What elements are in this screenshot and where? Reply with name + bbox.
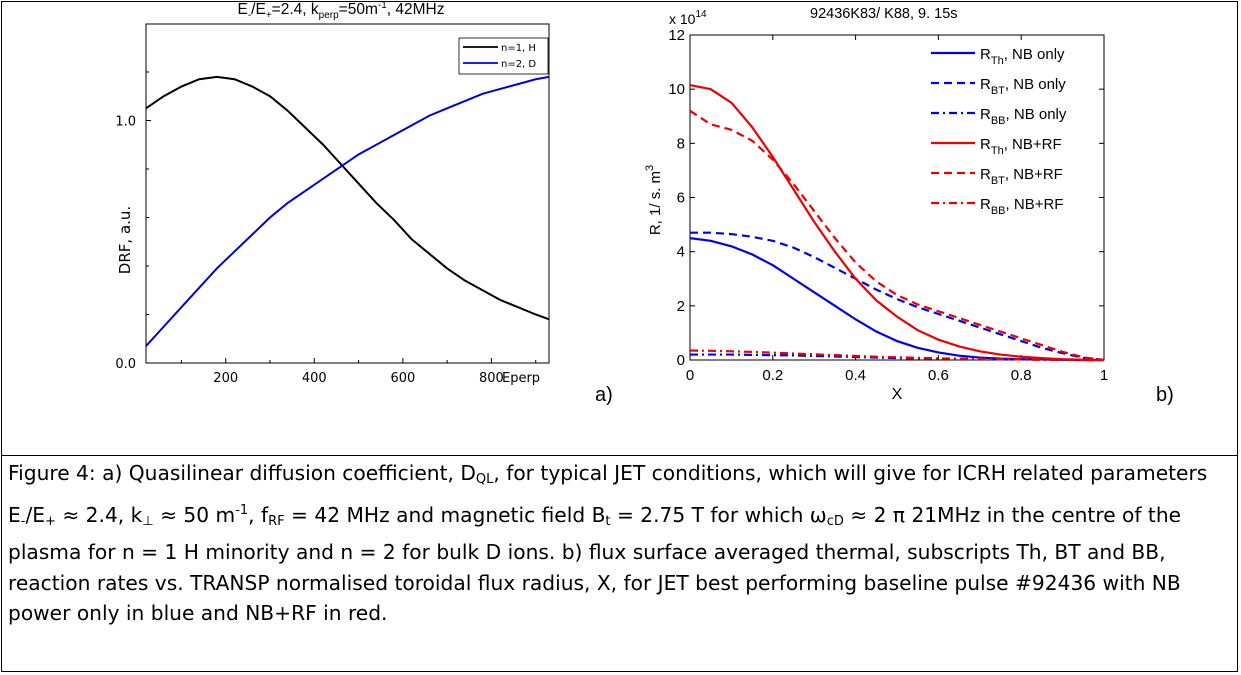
chart-a-title: E-/E+=2.4, kperp=50m-1, 42MHz [237, 0, 444, 21]
chart-b-legend-item: RTh, NB+RF [931, 136, 1062, 157]
chart-b-title: 92436K83/ K88, 9. 15s [810, 6, 958, 22]
chart-b-xtick-label: 0.4 [845, 367, 866, 384]
caption-sub: ⊥ [142, 513, 154, 529]
chart-b-legend: RTh, NB only RBT, NB only RBB, NB only RTh,… [931, 46, 1067, 217]
chart-a-xtick: 600 [390, 358, 415, 386]
chart-b-ytick: 12 [668, 27, 1104, 44]
chart-b-xtick: 0.6 [928, 35, 949, 384]
svg-text:RBB, NB only: RBB, NB only [980, 106, 1067, 127]
chart-a-xtick-label: 400 [302, 371, 327, 386]
chart-a-ytick: 0.0 [115, 357, 151, 372]
chart-a-legend-box [458, 37, 549, 75]
chart-a-series-line [145, 75, 550, 347]
chart-b-series-line [689, 349, 1104, 362]
chart-b-xtick-label: 0.8 [1011, 367, 1032, 384]
chart-a-legend-item: n=1, H [463, 43, 536, 54]
chart-b-ytick: 8 [677, 135, 1104, 152]
chart-b-xlabel: X [892, 386, 903, 403]
figure-caption: Figure 4: a) Quasilinear diffusion coeff… [8, 458, 1234, 629]
chart-a-xtick-label: 600 [390, 371, 415, 386]
caption-text: /E [25, 502, 46, 527]
chart-a-ytick: 1.0 [115, 114, 151, 129]
caption-sub: QL [475, 472, 494, 487]
chart-b-legend-item: RTh, NB only [931, 46, 1065, 67]
caption-text: Figure 4: a) Quasilinear diffusion coeff… [8, 461, 476, 485]
chart-a-ylabel: DRF, a.u. [116, 206, 134, 274]
chart-a: E-/E+=2.4, kperp=50m-1, 42MHz 200 400 600 8… [115, 0, 612, 406]
chart-b-xtick-label: 1 [1100, 367, 1108, 384]
chart-b-ytick-label: 8 [677, 135, 685, 152]
svg-text:RTh, NB+RF: RTh, NB+RF [980, 136, 1062, 157]
chart-b-xtick-label: 0.2 [762, 367, 783, 384]
chart-b-ytick: 6 [677, 190, 1104, 207]
caption-text: ≈ 2 π 21MHz in the centre of the plasma … [8, 502, 1182, 626]
chart-b-ytick: 4 [677, 244, 1104, 261]
caption-sub: t [605, 513, 611, 529]
caption-text: , f [248, 502, 269, 527]
chart-a-legend: n=1, H n=2, D [458, 37, 549, 75]
chart-b-ytick-label: 6 [677, 190, 685, 207]
caption-divider [1, 455, 1238, 456]
chart-a-xtick: 800 [479, 358, 504, 386]
chart-b-legend-item: RBT, NB only [931, 76, 1066, 97]
chart-b-ytick-label: 4 [677, 244, 685, 261]
chart-b-multiplier: x 1014 [669, 9, 707, 27]
chart-a-legend-item: n=2, D [463, 59, 536, 70]
caption-sup: -1 [235, 502, 249, 518]
caption-sub: cD [826, 513, 844, 529]
chart-b-legend-item: RBB, NB+RF [931, 196, 1063, 217]
chart-b-xtick-label: 0.6 [928, 367, 949, 384]
chart-b-series-line [689, 109, 1105, 362]
svg-text:RBB, NB+RF: RBB, NB+RF [980, 196, 1063, 217]
svg-text:n=2, D: n=2, D [501, 59, 536, 70]
chart-b-ylabel: R, 1/ s. m3 [644, 165, 664, 235]
caption-sub: + [45, 513, 56, 529]
caption-text: ≈ 50 m [153, 502, 236, 527]
caption-text: , for typical JET conditions, which will… [8, 461, 1208, 527]
chart-b-xtick: 0 [686, 35, 694, 384]
chart-b-xtick: 0.2 [762, 35, 783, 384]
chart-a-plot-area [145, 23, 550, 364]
svg-text:RBT, NB+RF: RBT, NB+RF [980, 166, 1063, 187]
chart-a-xtick-label: 800 [479, 371, 504, 386]
chart-b-ytick-label: 12 [668, 27, 685, 44]
chart-a-xtick: 200 [213, 358, 238, 386]
caption-text: ≈ 2.4, k [55, 502, 143, 527]
svg-text:n=1, H: n=1, H [501, 43, 536, 54]
chart-b-ytick-label: 2 [677, 298, 685, 315]
chart-b-xtick: 0.4 [845, 35, 866, 384]
chart-b-series-line [690, 231, 1105, 362]
chart-b-series-line [689, 84, 1105, 362]
panel-a-letter: a) [595, 384, 613, 406]
chart-a-ytick-label: 0.0 [115, 357, 136, 372]
svg-text:RBT, NB only: RBT, NB only [980, 76, 1066, 97]
chart-b-legend-item: RBT, NB+RF [931, 166, 1063, 187]
chart-a-xlabel: Eperp [502, 371, 540, 386]
chart-b-ytick-label: 10 [668, 81, 685, 98]
caption-sub: - [20, 513, 26, 529]
caption-sub: RF [268, 513, 285, 529]
chart-a-ytick-label: 1.0 [115, 114, 136, 129]
panel-b-letter: b) [1156, 384, 1174, 406]
chart-b-series-line [689, 237, 1104, 362]
caption-text: = 42 MHz and magnetic field B [284, 502, 606, 527]
chart-b-legend-item: RBB, NB only [931, 106, 1067, 127]
chart-b-ytick-label: 0 [677, 352, 685, 369]
chart-a-xtick: 400 [302, 358, 327, 386]
chart-b-ytick: 2 [677, 298, 1104, 315]
chart-a-series-line [145, 75, 550, 321]
chart-a-xtick-label: 200 [213, 371, 238, 386]
chart-b: 92436K83/ K88, 9. 15s x 1014 0 0.2 0.4 0.6 0… [644, 6, 1174, 406]
chart-b-xtick-label: 0 [686, 367, 694, 384]
chart-b-ytick: 10 [668, 81, 1104, 98]
caption-text: = 2.75 T for which ω [610, 502, 827, 527]
svg-text:RTh, NB only: RTh, NB only [980, 46, 1065, 67]
